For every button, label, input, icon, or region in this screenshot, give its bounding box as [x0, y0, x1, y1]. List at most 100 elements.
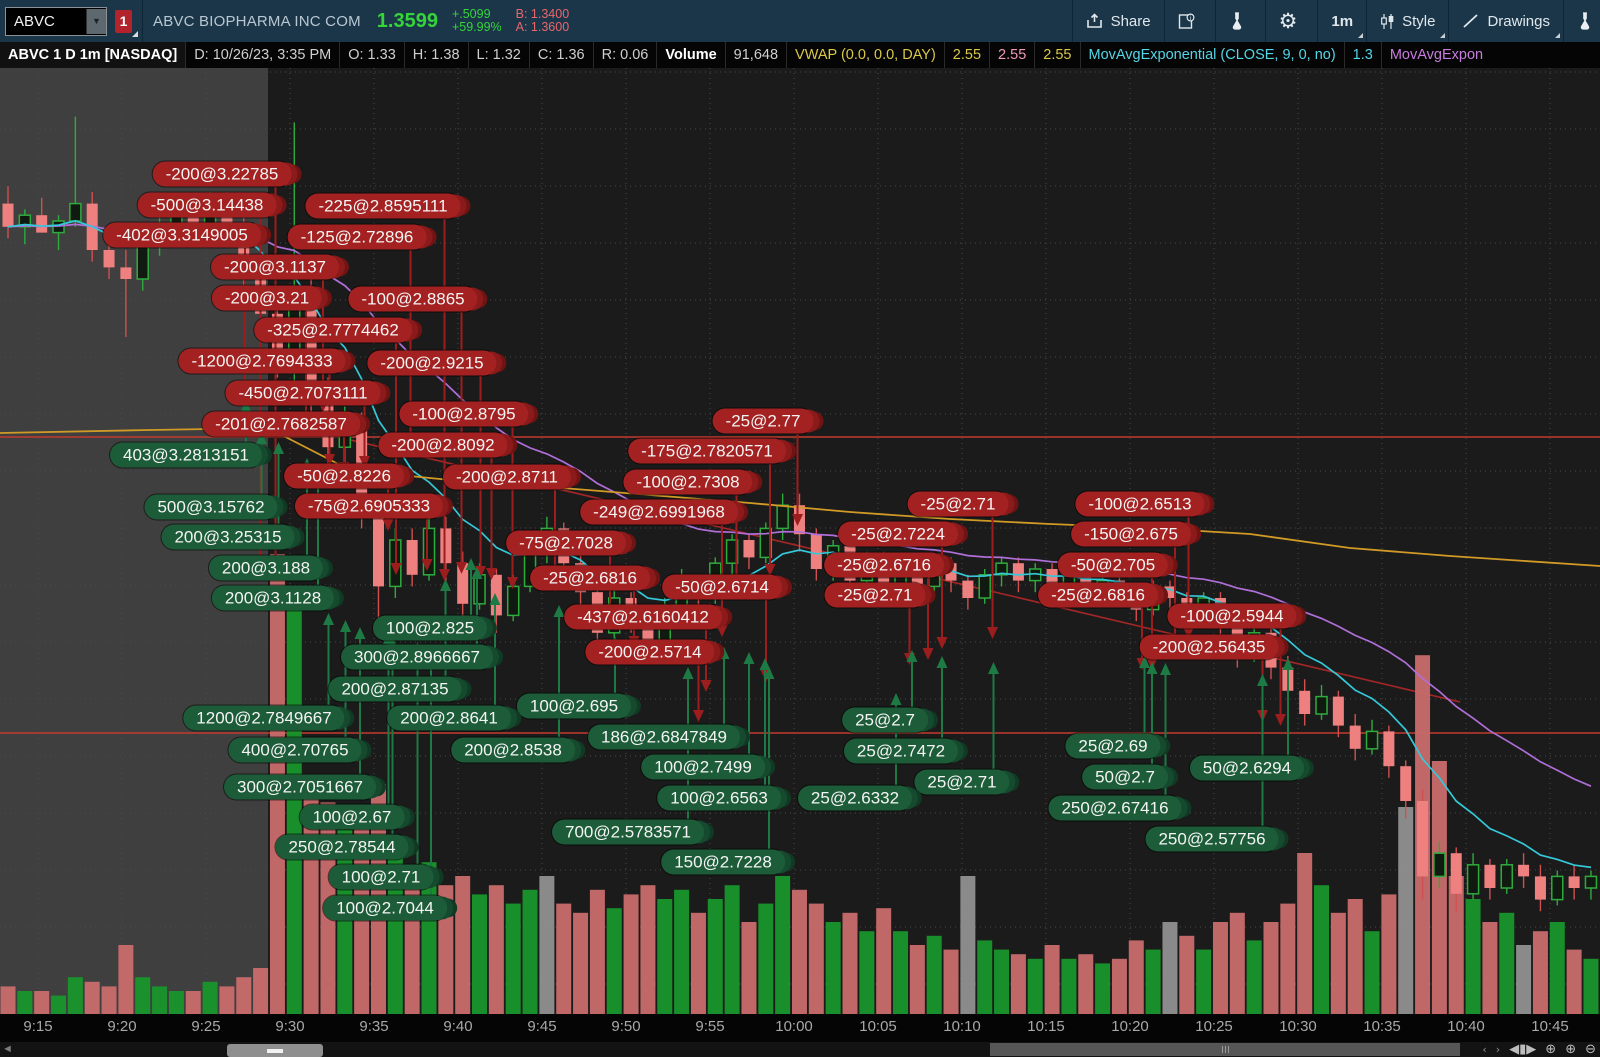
- trade-bubble[interactable]: -100@2.7308: [623, 469, 753, 495]
- trade-bubble[interactable]: -175@2.7820571: [628, 438, 786, 464]
- trade-bubble[interactable]: 250@2.67416: [1048, 795, 1182, 821]
- time-axis-label: 10:35: [1363, 1018, 1401, 1035]
- trade-bubble[interactable]: 200@2.8641: [387, 705, 511, 731]
- trade-bubble[interactable]: -25@2.77: [712, 408, 814, 434]
- trade-bubble[interactable]: -125@2.72896: [287, 224, 427, 250]
- trade-bubble[interactable]: -150@2.675: [1071, 521, 1191, 547]
- trade-bubble[interactable]: 200@3.25315: [161, 524, 295, 550]
- symbol-value[interactable]: ABVC: [14, 12, 55, 30]
- analysis-button[interactable]: [1216, 0, 1265, 42]
- trade-bubble[interactable]: -25@2.6816: [1038, 582, 1158, 608]
- trade-bubble[interactable]: 500@3.15762: [144, 494, 278, 520]
- trade-bubble[interactable]: 200@3.1128: [211, 585, 335, 611]
- trade-bubble[interactable]: 403@3.2813151: [110, 442, 262, 468]
- trade-bubble[interactable]: 186@2.6847849: [588, 724, 740, 750]
- trade-bubble[interactable]: -200@3.22785: [152, 161, 292, 187]
- trade-bubble[interactable]: -402@3.3149005: [103, 222, 261, 248]
- trade-bubble[interactable]: 25@2.7472: [843, 738, 959, 764]
- trade-bubble[interactable]: -75@2.7028: [506, 530, 626, 556]
- trade-bubble[interactable]: -100@2.5944: [1167, 603, 1297, 629]
- scroll-left-arrow-icon[interactable]: ◄: [2, 1043, 13, 1055]
- trade-bubble[interactable]: -100@2.6513: [1075, 491, 1205, 517]
- trade-bubble[interactable]: -500@3.14438: [137, 192, 277, 218]
- trade-bubble[interactable]: -25@2.71: [824, 582, 926, 608]
- chart-scrollbar[interactable]: ◄ ‹ › ◀▮▶ ⊕ ⊕ ⊖: [0, 1042, 1600, 1057]
- symbol-dropdown-button[interactable]: ▼: [86, 8, 106, 34]
- trade-bubble[interactable]: -25@2.6716: [824, 552, 944, 578]
- trade-bubble[interactable]: -200@2.9215: [367, 350, 497, 376]
- time-axis[interactable]: 9:15 9:20 9:25 9:30 9:35 9:40 9:45 9:50 9:55 10:0…: [0, 1014, 1600, 1042]
- style-button[interactable]: Style: [1367, 0, 1448, 42]
- trade-bubble[interactable]: 150@2.7228: [661, 849, 785, 875]
- trade-bubble[interactable]: -200@2.56435: [1139, 634, 1279, 660]
- trade-bubble[interactable]: -200@2.8092: [378, 432, 508, 458]
- trade-bubble[interactable]: -450@2.7073111: [225, 380, 381, 406]
- price-chart[interactable]: -200@3.22785 -500@3.14438 -225@2.8595111 -4…: [0, 68, 1600, 1014]
- trade-bubble[interactable]: 100@2.7499: [641, 754, 765, 780]
- time-axis-label: 10:05: [859, 1018, 897, 1035]
- bar-low: L: 1.32: [469, 42, 530, 68]
- zoom-in-icon[interactable]: ⊕: [1565, 1042, 1577, 1057]
- bid-ask: B: 1.3400 A: 1.3600: [516, 8, 570, 34]
- trade-bubble[interactable]: 700@2.5783571: [552, 819, 704, 845]
- trade-bubble[interactable]: 25@2.7: [842, 707, 928, 733]
- trade-bubble[interactable]: 25@2.6332: [797, 785, 913, 811]
- trade-bubble[interactable]: 300@2.8966667: [341, 644, 493, 670]
- vwap-study-label[interactable]: VWAP (0.0, 0.0, DAY): [787, 42, 945, 68]
- studies-button[interactable]: [1564, 0, 1600, 42]
- trade-bubble[interactable]: -75@2.6905333: [294, 493, 444, 519]
- drawings-button[interactable]: Drawings: [1449, 0, 1563, 42]
- trade-bubble[interactable]: 25@2.71: [914, 769, 1010, 795]
- trade-bubble[interactable]: 200@3.188: [208, 555, 324, 581]
- trade-bubble[interactable]: 200@2.87135: [328, 676, 462, 702]
- trade-bubble[interactable]: -201@2.7682587: [202, 411, 360, 437]
- trade-bubble[interactable]: -437@2.6160412: [564, 604, 722, 630]
- trade-bubble[interactable]: -25@2.7224: [838, 521, 958, 547]
- trade-bubble[interactable]: 200@2.8538: [451, 737, 575, 763]
- settings-button[interactable]: ⚙: [1266, 0, 1318, 42]
- trade-bubble[interactable]: -200@2.8711: [442, 464, 572, 490]
- trade-bubble[interactable]: 50@2.6294: [1189, 755, 1305, 781]
- trade-bubble[interactable]: 250@2.57756: [1145, 826, 1279, 852]
- step-forward-icon[interactable]: ›: [1495, 1043, 1501, 1056]
- trade-bubble[interactable]: 400@2.70765: [228, 737, 362, 763]
- trade-bubble[interactable]: -50@2.705: [1057, 552, 1169, 578]
- timeframe-button[interactable]: 1m: [1318, 0, 1366, 42]
- trade-bubble[interactable]: 300@2.7051667: [224, 774, 376, 800]
- trade-bubble[interactable]: -25@2.71: [907, 491, 1009, 517]
- trade-bubble[interactable]: -1200@2.7694333: [178, 348, 346, 374]
- trade-bubble[interactable]: -100@2.8795: [399, 401, 529, 427]
- trade-bubble[interactable]: -249@2.6991968: [580, 499, 738, 525]
- trade-bubble[interactable]: 250@2.78544: [275, 834, 409, 860]
- alert-badge[interactable]: 1: [115, 9, 138, 37]
- share-button[interactable]: Share: [1073, 0, 1164, 42]
- trade-bubble[interactable]: -225@2.8595111: [305, 193, 461, 219]
- trade-bubble[interactable]: -100@2.8865: [348, 286, 478, 312]
- trade-bubble[interactable]: -200@2.5714: [585, 639, 715, 665]
- trade-bubble[interactable]: 1200@2.7849667: [183, 705, 345, 731]
- trade-bubble[interactable]: -200@3.1137: [210, 254, 340, 280]
- trade-bubble[interactable]: -25@2.6816: [530, 565, 650, 591]
- trade-bubble[interactable]: 100@2.695: [516, 693, 632, 719]
- collapse-panel-button[interactable]: [227, 1044, 323, 1057]
- scrollbar-thumb[interactable]: [990, 1043, 1460, 1056]
- step-back-icon[interactable]: ‹: [1482, 1043, 1487, 1056]
- trade-bubble[interactable]: 100@2.7044: [323, 895, 447, 921]
- symbol-input[interactable]: ABVC ▼: [5, 6, 107, 36]
- trade-bubble[interactable]: 100@2.67: [299, 804, 405, 830]
- trade-bubble[interactable]: -200@3.21: [211, 285, 323, 311]
- trade-bubble[interactable]: 100@2.825: [372, 615, 488, 641]
- trade-bubble[interactable]: 100@2.6563: [657, 785, 781, 811]
- zoom-reset-icon[interactable]: ⊕: [1545, 1042, 1557, 1057]
- ema-study-label[interactable]: MovAvgExponential (CLOSE, 9, 0, no): [1081, 42, 1345, 68]
- trade-bubble[interactable]: 25@2.69: [1065, 733, 1161, 759]
- notes-button[interactable]: i: [1165, 0, 1215, 42]
- trade-bubble[interactable]: 100@2.71: [328, 864, 434, 890]
- trade-bubble[interactable]: -325@2.7774462: [254, 317, 412, 343]
- ema2-study-label[interactable]: MovAvgExpon: [1389, 47, 1484, 63]
- trade-bubble[interactable]: -50@2.8226: [284, 463, 404, 489]
- trade-bubble[interactable]: -50@2.6714: [662, 574, 782, 600]
- trade-bubble[interactable]: 50@2.7: [1082, 764, 1168, 790]
- zoom-out-icon[interactable]: ⊖: [1585, 1042, 1596, 1057]
- fit-width-icon[interactable]: ◀▮▶: [1509, 1042, 1537, 1057]
